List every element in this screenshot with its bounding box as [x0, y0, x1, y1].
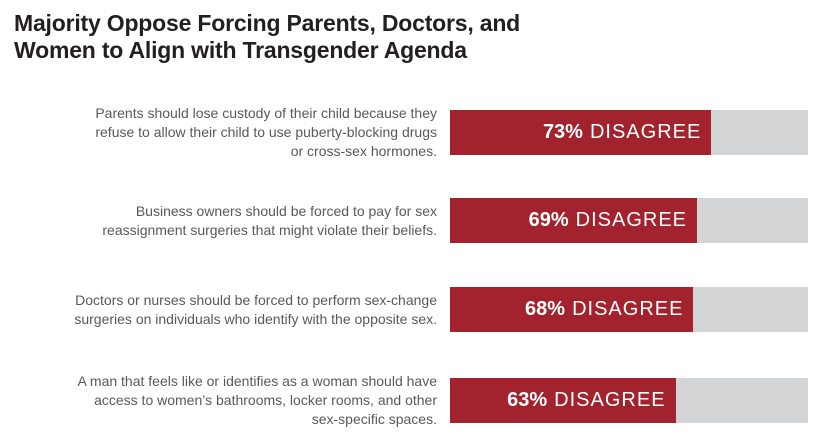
chart-title: Majority Oppose Forcing Parents, Doctors…	[14, 10, 521, 63]
bar-disagree-label: DISAGREE	[575, 209, 688, 231]
bar-track: 69% DISAGREE	[450, 198, 808, 243]
bar-percent-value: 73%	[542, 121, 583, 143]
statement-label: A man that feels like or identifies as a…	[77, 373, 437, 427]
bar-percent-value: 68%	[525, 298, 566, 320]
statement-label: Parents should lose custody of their chi…	[95, 105, 437, 159]
bar-fill: 63% DISAGREE	[450, 378, 676, 423]
chart-row: Doctors or nurses should be forced to pe…	[0, 287, 808, 332]
chart-row: A man that feels like or identifies as a…	[0, 373, 808, 427]
bar-fill: 73% DISAGREE	[450, 110, 712, 155]
bar-percent-value: 63%	[507, 389, 548, 411]
bar-percent-value: 69%	[528, 209, 569, 231]
bar-track: 63% DISAGREE	[450, 378, 808, 423]
bar-disagree-label: DISAGREE	[572, 298, 684, 320]
chart-row: Business owners should be forced to pay …	[0, 198, 808, 243]
statement-label: Business owners should be forced to pay …	[102, 202, 437, 238]
statement-label: Doctors or nurses should be forced to pe…	[74, 291, 437, 327]
bar-track: 68% DISAGREE	[450, 287, 808, 332]
chart-row: Parents should lose custody of their chi…	[0, 105, 808, 159]
bar-fill: 68% DISAGREE	[450, 287, 694, 332]
bar-disagree-label: DISAGREE	[554, 389, 666, 411]
bar-track: 73% DISAGREE	[450, 110, 808, 155]
bar-disagree-label: DISAGREE	[589, 121, 702, 143]
bar-fill: 69% DISAGREE	[450, 198, 698, 243]
